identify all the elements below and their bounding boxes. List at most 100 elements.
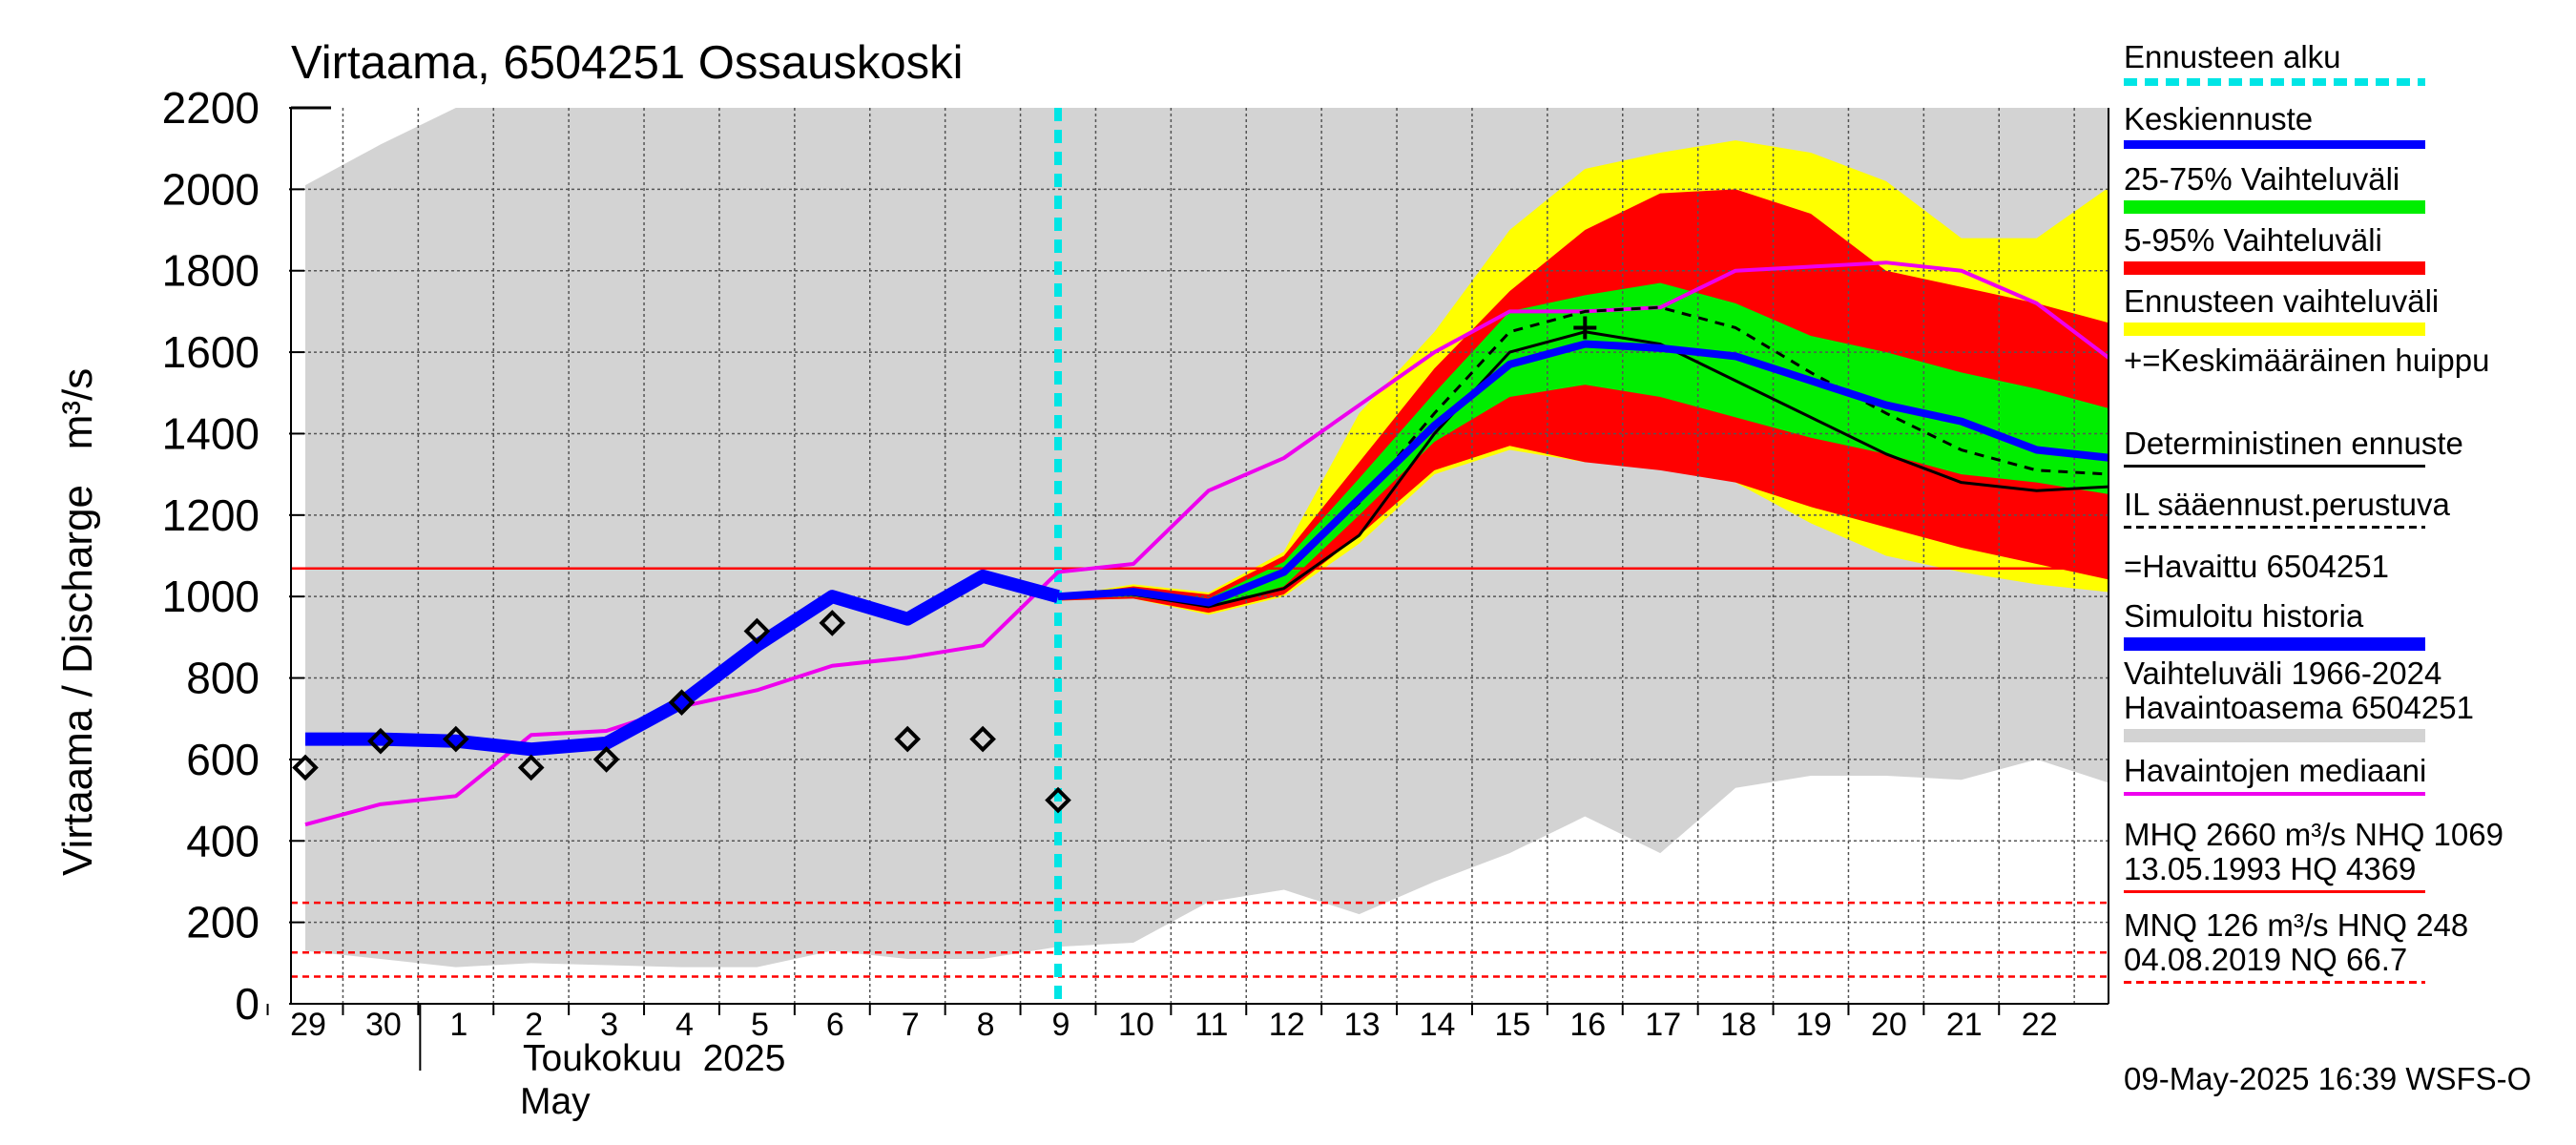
legend-swatch	[2124, 78, 2425, 86]
legend-item: Simuloitu historia	[2124, 598, 2534, 651]
x-tick-label: 19	[1796, 1007, 1832, 1043]
observed-point	[819, 610, 846, 636]
legend-swatch	[2124, 200, 2425, 214]
y-tick-label: 1200	[162, 490, 260, 540]
x-tick-label: 3	[600, 1007, 618, 1043]
legend-label: MHQ 2660 m³/s NHQ 1069 13.05.1993 HQ 436…	[2124, 817, 2503, 886]
band-5-95-vaihteluv-li	[1058, 189, 2109, 614]
observed-point	[592, 746, 620, 773]
legend-item: Havaintojen mediaani	[2124, 753, 2534, 796]
legend-swatch	[2124, 729, 2425, 742]
x-tick-label: 20	[1871, 1007, 1907, 1043]
x-tick-label: 17	[1645, 1007, 1681, 1043]
observed-point	[517, 754, 545, 781]
legend-label: Deterministinen ennuste	[2124, 426, 2463, 461]
legend-label: Vaihteluväli 1966-2024 Havaintoasema 650…	[2124, 656, 2474, 725]
legend-label: Ennusteen alku	[2124, 39, 2341, 74]
footer-timestamp: 09-May-2025 16:39 WSFS-O	[2124, 1061, 2532, 1096]
legend-swatch	[2124, 140, 2425, 149]
x-tick-label: 6	[826, 1007, 844, 1043]
x-tick-label: 14	[1420, 1007, 1456, 1043]
legend-swatch	[2124, 323, 2425, 336]
x-tick-label: 13	[1344, 1007, 1381, 1043]
x-tick-label: 11	[1195, 1007, 1228, 1043]
observed-point	[292, 754, 319, 781]
mean-peak-marker	[1573, 316, 1597, 340]
observed-point	[1045, 786, 1071, 814]
y-tick-label: 800	[186, 654, 260, 703]
observed-point	[442, 725, 469, 753]
x-tick-label: 4	[675, 1007, 694, 1043]
legend-item: MHQ 2660 m³/s NHQ 1069 13.05.1993 HQ 436…	[2124, 817, 2534, 893]
legend-item: Vaihteluväli 1966-2024 Havaintoasema 650…	[2124, 656, 2534, 742]
points-layer	[292, 316, 1597, 814]
legend-swatch	[2124, 981, 2425, 984]
legend-label: Ennusteen vaihteluväli	[2124, 283, 2440, 319]
observed-point	[668, 689, 696, 716]
x-tick-label: 21	[1946, 1007, 1983, 1043]
observed-point	[969, 725, 996, 753]
legend-item: IL sääennust.perustuva	[2124, 488, 2534, 529]
legend-label: Keskiennuste	[2124, 101, 2314, 136]
lines-layer	[304, 260, 2109, 827]
y-tick-label: 2000	[162, 164, 260, 214]
y-axis-label: Virtaama / Discharge m³/s	[54, 368, 101, 876]
legend-item: 5-95% Vaihteluväli	[2124, 223, 2534, 275]
legend-label: =Havaittu 6504251	[2124, 549, 2389, 584]
band-25-75-vaihteluv-li	[1058, 282, 2109, 607]
x-tick-label: 9	[1052, 1007, 1070, 1043]
legend-item: 25-75% Vaihteluväli	[2124, 161, 2534, 214]
legend-item: Keskiennuste	[2124, 101, 2534, 149]
series-line-keskiennuste	[1057, 340, 2109, 607]
series-line-simuloitu-historia	[305, 569, 1060, 757]
x-tick-label: 12	[1269, 1007, 1305, 1043]
y-tick-label: 2200	[162, 83, 260, 133]
bands-layer	[305, 108, 2109, 968]
x-tick-label: 22	[2022, 1007, 2058, 1043]
legend-swatch	[2124, 261, 2425, 275]
grid-layer	[291, 108, 2109, 1004]
legend-swatch	[2124, 890, 2425, 893]
y-tick-label: 600	[186, 735, 260, 784]
legend-swatch	[2124, 792, 2425, 796]
observed-point	[367, 727, 394, 755]
plot-frame	[290, 106, 2109, 1005]
legend-swatch	[2124, 465, 2425, 468]
x-tick-label: 5	[751, 1007, 769, 1043]
y-tick-label: 1000	[162, 572, 260, 621]
x-tick-label: 29	[290, 1007, 326, 1043]
legend-item: +=Keskimääräinen huippu	[2124, 344, 2534, 378]
reference-lines-layer	[291, 108, 2109, 1004]
x-tick-label: 1	[449, 1007, 467, 1043]
legend-swatch	[2124, 637, 2425, 651]
y-tick-label: 0	[235, 979, 260, 1029]
axes-layer: 0200400600800100012001400160018002000220…	[162, 83, 2058, 1071]
observed-point	[743, 617, 771, 645]
x-tick-label: 7	[902, 1007, 920, 1043]
observed-point	[894, 725, 922, 753]
legend-item: Ennusteen vaihteluväli	[2124, 283, 2534, 336]
x-tick-label: 16	[1569, 1007, 1606, 1043]
chart-title: Virtaama, 6504251 Ossauskoski	[291, 37, 964, 89]
x-tick-label: 18	[1720, 1007, 1756, 1043]
legend-item: Deterministinen ennuste	[2124, 426, 2534, 468]
month-label-en: May	[520, 1081, 591, 1122]
series-line-havaintojen-mediaani	[304, 260, 2109, 827]
legend-item: =Havaittu 6504251	[2124, 550, 2534, 584]
y-tick-label: 1600	[162, 327, 260, 377]
y-tick-label: 1800	[162, 246, 260, 296]
x-tick-label: 2	[525, 1007, 543, 1043]
y-tick-label: 400	[186, 816, 260, 865]
x-tick-label: 10	[1118, 1007, 1154, 1043]
legend-label: Havaintojen mediaani	[2124, 753, 2427, 788]
y-tick-label: 1400	[162, 408, 260, 458]
chart-canvas: 0200400600800100012001400160018002000220…	[54, 37, 2109, 1122]
legend-swatch	[2124, 526, 2425, 529]
x-tick-label: 15	[1494, 1007, 1530, 1043]
legend-label: 25-75% Vaihteluväli	[2124, 161, 2400, 197]
legend-item: Ennusteen alku	[2124, 39, 2534, 86]
legend-label: Simuloitu historia	[2124, 598, 2364, 634]
legend-label: +=Keskimääräinen huippu	[2124, 343, 2490, 378]
month-label-fi: Toukokuu 2025	[523, 1038, 785, 1079]
x-tick-label: 30	[365, 1007, 402, 1043]
